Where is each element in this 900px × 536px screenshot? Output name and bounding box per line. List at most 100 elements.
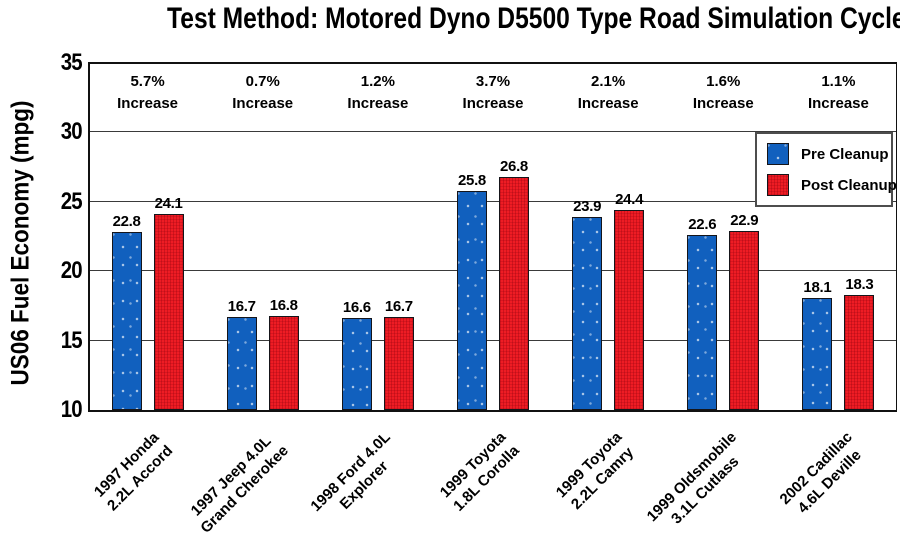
y-tick-label: 30 xyxy=(26,118,83,146)
x-category-line: Explorer xyxy=(336,457,392,513)
y-axis-ticks: 10 15 20 25 30 35 xyxy=(26,50,83,423)
bar-with-label: 23.9 xyxy=(572,198,603,410)
vehicle-group: 2.1% Increase 23.9 24.4 xyxy=(551,64,666,410)
bar-with-label: 16.8 xyxy=(268,296,299,410)
increase-word: Increase xyxy=(807,95,869,112)
y-tick-label: 15 xyxy=(26,326,83,354)
pre-cleanup-swatch xyxy=(767,143,789,165)
bar-value-label: 24.1 xyxy=(154,195,183,213)
x-category-line: 2002 Cadillac xyxy=(776,428,856,508)
x-category-label: 1997 Jeep 4.0L Grand Cherokee xyxy=(183,428,292,536)
bar-value-label: 18.3 xyxy=(845,275,874,293)
bar-value-label: 16.8 xyxy=(269,296,298,314)
vehicle-group: 1.6% Increase 22.6 22.9 xyxy=(666,64,781,410)
bar-value-label: 16.7 xyxy=(384,298,413,315)
y-tick-text: 25 xyxy=(61,187,83,215)
bar-pair: 16.6 16.7 xyxy=(341,298,414,410)
gridline-15 xyxy=(90,339,896,341)
increase-percent: 1.6% xyxy=(706,73,741,90)
increase-annotation: 5.7% Increase xyxy=(80,71,215,115)
x-category-line: 1997 Honda xyxy=(90,429,163,501)
increase-annotation: 3.7% Increase xyxy=(425,71,560,115)
increase-annotation: 1.2% Increase xyxy=(310,71,445,115)
increase-word: Increase xyxy=(232,95,294,112)
post-cleanup-bar xyxy=(153,214,184,410)
increase-word: Increase xyxy=(117,95,179,112)
y-tick-text: 10 xyxy=(61,396,83,423)
y-tick-text: 20 xyxy=(61,257,83,285)
x-category-line: 1999 Toyota xyxy=(436,428,510,502)
x-category-label: 1999 Toyota 1.8L Corolla xyxy=(436,428,523,515)
y-tick-text: 15 xyxy=(61,326,83,354)
increase-percent: 2.1% xyxy=(591,73,626,90)
vehicle-group: 0.7% Increase 16.7 16.8 xyxy=(205,64,320,410)
bar-with-label: 24.4 xyxy=(614,191,645,410)
pre-cleanup-bar xyxy=(687,235,718,410)
vehicle-group: 1.1% Increase 18.1 18.3 xyxy=(781,64,896,410)
vehicle-group: 5.7% Increase 22.8 24.1 xyxy=(90,64,205,410)
increase-percent: 0.7% xyxy=(245,73,280,90)
pre-cleanup-bar xyxy=(456,190,487,410)
increase-percent: 1.1% xyxy=(821,73,856,90)
increase-annotation: 0.7% Increase xyxy=(195,71,330,115)
post-cleanup-bar xyxy=(844,294,875,410)
x-category-label: 1997 Honda 2.2L Accord xyxy=(90,428,177,515)
bar-with-label: 24.1 xyxy=(153,195,184,410)
x-category-line: 1998 Ford 4.0L xyxy=(307,428,394,516)
increase-percent: 1.2% xyxy=(360,73,395,90)
bar-with-label: 16.6 xyxy=(341,299,372,410)
increase-annotation: 1.6% Increase xyxy=(656,71,791,115)
legend: Pre Cleanup Post Cleanup xyxy=(755,132,897,207)
bar-pair: 25.8 26.8 xyxy=(456,158,529,410)
increase-percent: 3.7% xyxy=(475,73,511,90)
bar-pair: 22.8 24.1 xyxy=(111,195,184,410)
y-tick-label: 10 xyxy=(26,396,83,423)
y-tick-label: 20 xyxy=(26,257,83,285)
increase-annotation: 1.1% Increase xyxy=(771,71,900,115)
pre-cleanup-bar xyxy=(802,297,833,410)
bar-with-label: 22.9 xyxy=(729,211,760,410)
bar-value-label: 18.1 xyxy=(803,278,832,296)
bar-value-label: 25.8 xyxy=(457,171,486,189)
bar-pair: 16.7 16.8 xyxy=(226,296,299,410)
vehicle-group: 1.2% Increase 16.6 16.7 xyxy=(320,64,435,410)
pre-cleanup-bar xyxy=(341,318,372,410)
pre-cleanup-bar xyxy=(226,317,257,410)
increase-percent: 5.7% xyxy=(130,73,165,90)
bar-with-label: 26.8 xyxy=(498,158,529,410)
x-category-line: 1.8L Corolla xyxy=(450,442,523,515)
legend-label: Post Cleanup xyxy=(801,176,897,194)
bar-value-label: 22.8 xyxy=(112,213,141,231)
x-category-label: 2002 Cadillac 4.6L Deville xyxy=(776,428,870,522)
y-tick-text: 35 xyxy=(61,49,83,76)
pre-cleanup-bar xyxy=(572,217,603,410)
bar-value-label: 23.9 xyxy=(573,198,602,216)
bar-with-label: 22.6 xyxy=(687,216,718,410)
post-cleanup-swatch xyxy=(767,174,789,196)
bar-with-label: 25.8 xyxy=(456,171,487,410)
gridline-30 xyxy=(90,131,896,133)
increase-word: Increase xyxy=(577,95,639,112)
x-category-label: 1998 Ford 4.0L Explorer xyxy=(307,428,408,529)
legend-label: Pre Cleanup xyxy=(801,145,889,163)
bar-with-label: 18.3 xyxy=(844,275,875,410)
bar-with-label: 22.8 xyxy=(111,213,142,410)
post-cleanup-bar xyxy=(498,176,529,410)
bar-pair: 18.1 18.3 xyxy=(802,275,875,410)
y-tick-label: 25 xyxy=(26,187,83,215)
x-category-line: 1997 Jeep 4.0L xyxy=(187,432,275,520)
gridline-20 xyxy=(90,270,896,272)
pre-cleanup-bar xyxy=(111,232,142,410)
gridline-25 xyxy=(90,200,896,202)
bar-value-label: 22.9 xyxy=(730,211,759,229)
x-category-line: 4.6L Deville xyxy=(794,446,865,517)
bar-with-label: 16.7 xyxy=(383,298,414,410)
x-category-line: 2.2L Camry xyxy=(567,443,637,513)
y-tick-label: 35 xyxy=(26,49,83,76)
x-category-line: 1999 Oldsmobile xyxy=(644,428,741,526)
bar-value-label: 16.7 xyxy=(227,298,256,315)
y-tick-text: 30 xyxy=(61,118,83,146)
post-cleanup-bar xyxy=(729,230,760,410)
increase-annotation: 2.1% Increase xyxy=(541,71,676,115)
